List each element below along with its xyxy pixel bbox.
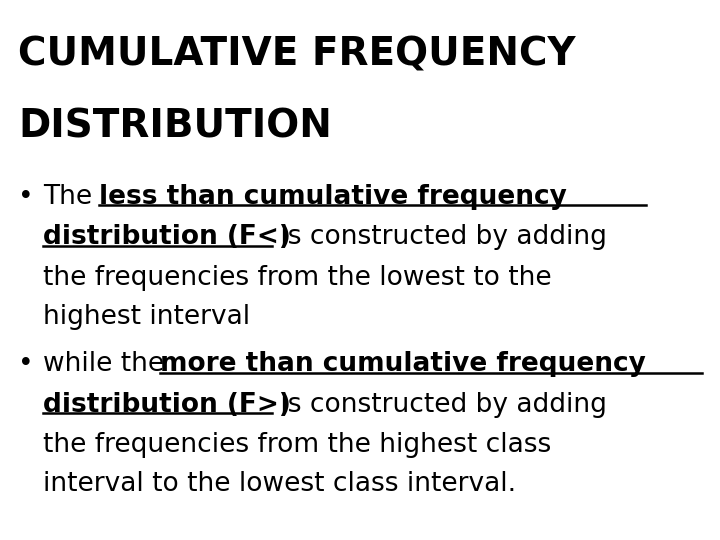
Text: while the: while the	[43, 351, 173, 377]
Text: more than cumulative frequency: more than cumulative frequency	[160, 351, 646, 377]
Text: highest interval: highest interval	[43, 304, 251, 330]
Text: is constructed by adding: is constructed by adding	[272, 392, 607, 417]
Text: is constructed by adding: is constructed by adding	[272, 224, 607, 250]
Text: the frequencies from the highest class: the frequencies from the highest class	[43, 432, 552, 458]
Text: DISTRIBUTION: DISTRIBUTION	[18, 108, 332, 146]
Text: •: •	[18, 184, 34, 210]
Text: CUMULATIVE FREQUENCY: CUMULATIVE FREQUENCY	[18, 35, 575, 73]
Text: The: The	[43, 184, 101, 210]
Text: distribution (F>): distribution (F>)	[43, 392, 291, 417]
Text: interval to the lowest class interval.: interval to the lowest class interval.	[43, 471, 516, 497]
Text: less than cumulative frequency: less than cumulative frequency	[99, 184, 567, 210]
Text: distribution (F<): distribution (F<)	[43, 224, 291, 250]
Text: •: •	[18, 351, 34, 377]
Text: the frequencies from the lowest to the: the frequencies from the lowest to the	[43, 265, 552, 291]
